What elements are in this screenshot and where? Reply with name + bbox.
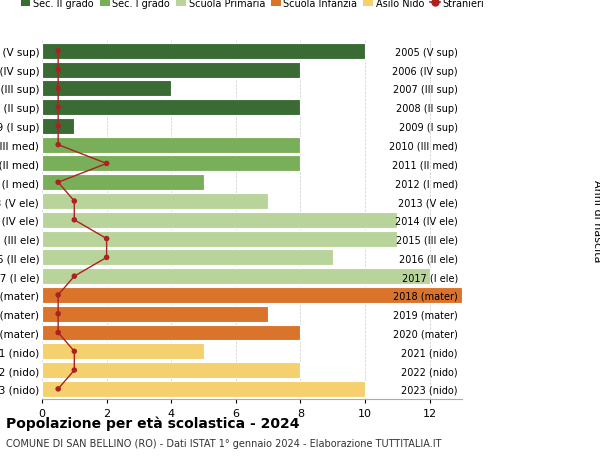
Point	[102, 160, 112, 168]
Point	[102, 254, 112, 262]
Bar	[42, 269, 430, 285]
Point	[70, 348, 79, 355]
Bar	[42, 194, 268, 210]
Point	[70, 367, 79, 374]
Point	[53, 142, 63, 149]
Point	[53, 123, 63, 130]
Bar	[42, 250, 333, 266]
Text: Anni di nascita: Anni di nascita	[592, 179, 600, 262]
Bar	[42, 118, 74, 134]
Text: Popolazione per età scolastica - 2024: Popolazione per età scolastica - 2024	[6, 415, 299, 430]
Bar	[42, 44, 365, 60]
Bar	[42, 175, 203, 191]
Bar	[42, 381, 365, 397]
Bar	[42, 156, 301, 172]
Point	[53, 85, 63, 93]
Point	[53, 386, 63, 393]
Text: COMUNE DI SAN BELLINO (RO) - Dati ISTAT 1° gennaio 2024 - Elaborazione TUTTITALI: COMUNE DI SAN BELLINO (RO) - Dati ISTAT …	[6, 438, 442, 448]
Point	[70, 198, 79, 205]
Bar	[42, 344, 203, 359]
Point	[53, 291, 63, 299]
Point	[70, 273, 79, 280]
Bar	[42, 362, 301, 378]
Point	[53, 329, 63, 336]
Bar	[42, 100, 301, 116]
Legend: Sec. II grado, Sec. I grado, Scuola Primaria, Scuola Infanzia, Asilo Nido, Stran: Sec. II grado, Sec. I grado, Scuola Prim…	[17, 0, 488, 12]
Bar	[42, 81, 171, 97]
Bar	[42, 62, 301, 78]
Bar	[42, 137, 301, 153]
Bar	[42, 287, 462, 303]
Point	[70, 217, 79, 224]
Point	[53, 48, 63, 55]
Point	[53, 179, 63, 186]
Point	[53, 310, 63, 318]
Bar	[42, 306, 268, 322]
Point	[53, 104, 63, 112]
Point	[53, 67, 63, 74]
Bar	[42, 325, 301, 341]
Point	[102, 235, 112, 243]
Bar	[42, 213, 397, 228]
Bar	[42, 231, 397, 247]
